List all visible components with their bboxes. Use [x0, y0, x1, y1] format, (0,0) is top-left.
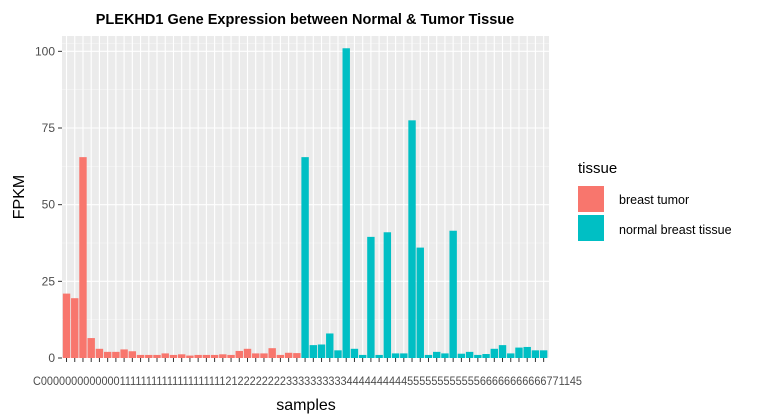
y-tick-label: 50: [42, 198, 56, 212]
legend: tissue breast tumor normal breast tissue: [578, 160, 732, 241]
bar: [260, 353, 268, 358]
legend-label-breast-tumor: breast tumor: [619, 193, 689, 207]
y-tick-label: 0: [48, 351, 55, 365]
bar: [268, 348, 276, 358]
bar: [301, 157, 309, 358]
bar: [161, 353, 169, 358]
bar: [334, 350, 342, 358]
bar: [309, 345, 318, 358]
bar: [243, 348, 252, 358]
bar: [358, 354, 367, 358]
bar: [235, 350, 243, 358]
bar: [457, 353, 466, 358]
bar: [507, 353, 515, 358]
bar: [342, 48, 350, 359]
bar: [194, 354, 202, 358]
x-axis-title: samples: [276, 397, 336, 414]
bar: [120, 349, 128, 358]
bar: [515, 347, 523, 358]
bar: [103, 351, 112, 358]
bar: [408, 120, 416, 358]
legend-label-normal-breast-tissue: normal breast tissue: [619, 223, 732, 237]
bar: [128, 351, 137, 358]
x-tick-labels: C000000000000011111111111111111111212222…: [33, 374, 582, 388]
y-axis-title: FPKM: [11, 175, 28, 219]
bar: [490, 348, 498, 358]
bar: [95, 348, 104, 358]
bar: [71, 298, 79, 358]
bar: [531, 350, 540, 358]
bar: [474, 354, 482, 358]
bar: [317, 344, 326, 358]
bar: [252, 353, 260, 358]
bar: [87, 338, 95, 358]
bar: [136, 354, 145, 358]
legend-title: tissue: [578, 160, 617, 177]
bar: [145, 354, 153, 358]
bar: [367, 236, 375, 358]
y-axis: 0 25 50 75 100: [35, 44, 62, 365]
bars: [62, 48, 548, 359]
bar: [523, 346, 531, 358]
bar: [433, 351, 441, 358]
bar: [210, 354, 219, 358]
x-axis: [66, 358, 545, 362]
bar: [350, 348, 359, 358]
y-tick-label: 75: [42, 121, 56, 135]
y-tick-label: 100: [35, 44, 55, 58]
chart-title: PLEKHD1 Gene Expression between Normal &…: [96, 12, 514, 28]
bar: [441, 353, 449, 358]
bar: [293, 353, 301, 358]
bar: [424, 354, 433, 358]
bar: [482, 354, 490, 358]
bar: [219, 354, 227, 358]
bar: [416, 247, 424, 358]
bar: [202, 354, 211, 358]
bar: [79, 157, 87, 358]
bar: [62, 293, 71, 358]
bar: [186, 355, 194, 358]
bar: [465, 351, 474, 358]
bar: [391, 353, 400, 358]
bar: [153, 354, 161, 358]
bar: [112, 351, 120, 358]
bar: [276, 354, 285, 358]
bar: [383, 232, 392, 358]
bar: [177, 354, 186, 358]
y-tick-label: 25: [42, 274, 56, 288]
bar: [169, 354, 178, 358]
bar: [326, 333, 334, 358]
bar: [498, 345, 507, 358]
bar: [227, 354, 235, 358]
legend-key-breast-tumor: [578, 186, 604, 212]
bar: [539, 350, 548, 358]
legend-key-normal-breast-tissue: [578, 215, 604, 241]
bar: [449, 230, 457, 358]
bar: [284, 352, 293, 358]
bar: [400, 353, 408, 358]
bar: [375, 354, 383, 358]
